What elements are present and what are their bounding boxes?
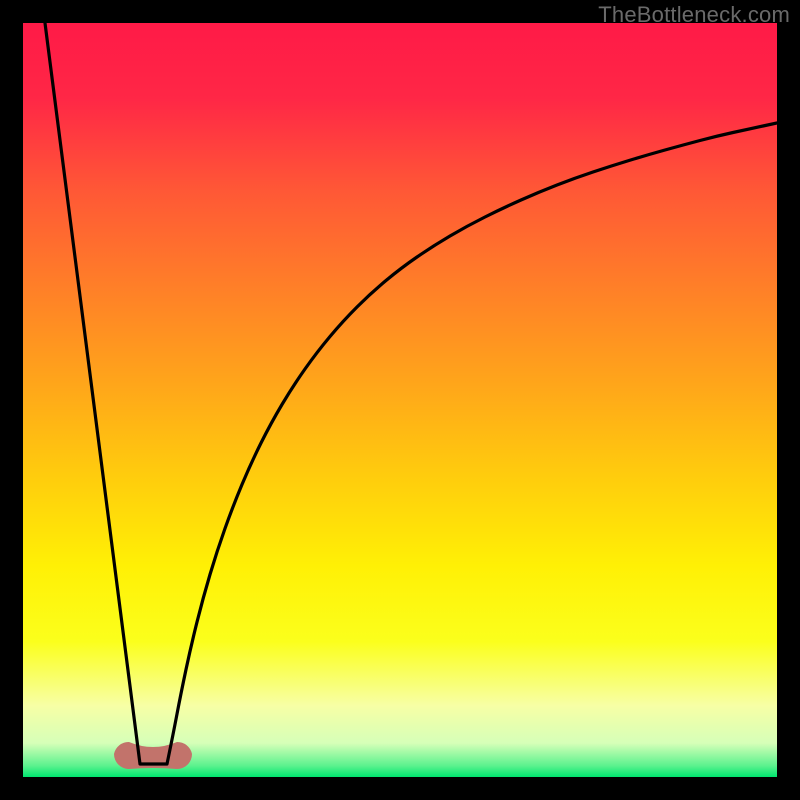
plot-background [23,23,777,777]
chart-frame: TheBottleneck.com [0,0,800,800]
bottleneck-chart [23,23,777,777]
watermark-text: TheBottleneck.com [598,2,790,28]
